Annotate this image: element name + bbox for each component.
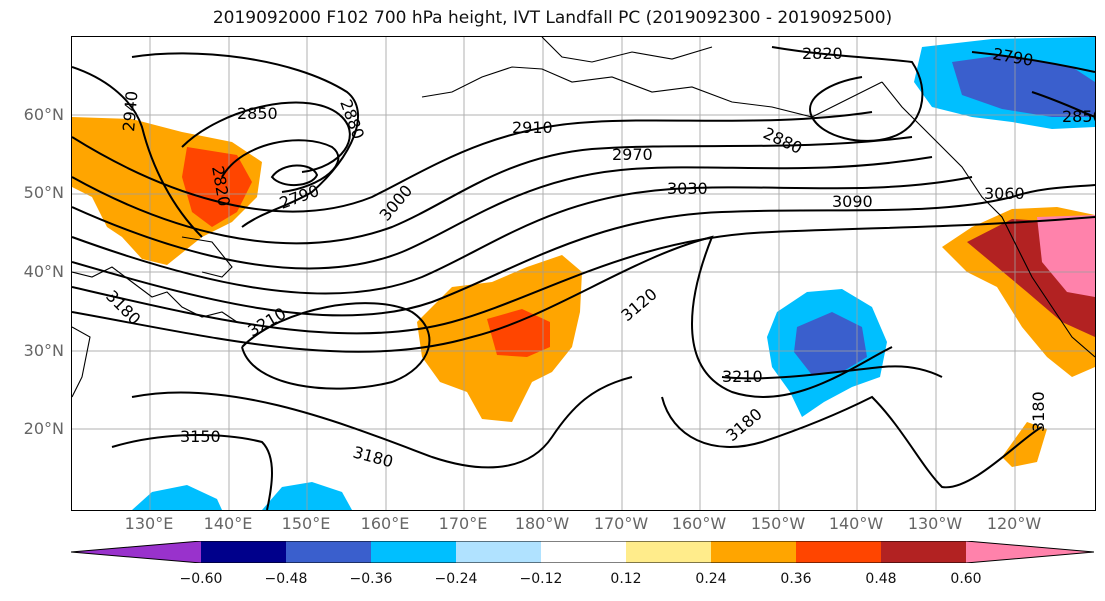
anomaly-region-west-strong bbox=[182, 147, 252, 227]
colorbar-segment bbox=[286, 541, 371, 563]
contour-label: 2910 bbox=[512, 118, 553, 137]
lon-label-130e: 130°E bbox=[124, 514, 174, 533]
contour-2820-ne bbox=[771, 46, 924, 142]
contour-2820 bbox=[221, 139, 340, 193]
contour-label: 3180 bbox=[351, 443, 395, 472]
contour-label: 2940 bbox=[119, 90, 141, 132]
contour-label: 3150 bbox=[180, 427, 221, 446]
contour-3180 bbox=[131, 376, 633, 469]
lat-label-60n: 60°N bbox=[23, 105, 64, 124]
colorbar-tick: 0.60 bbox=[950, 571, 982, 587]
colorbar-segment bbox=[881, 541, 966, 563]
contour-label: 3180 bbox=[722, 404, 765, 445]
contour-3030 bbox=[72, 176, 973, 295]
contour-2910 bbox=[72, 111, 873, 213]
colorbar-segment bbox=[201, 541, 286, 563]
colorbar-extend-low bbox=[71, 541, 201, 563]
height-contours bbox=[72, 46, 1095, 510]
contour-3210 bbox=[241, 302, 431, 390]
colorbar-tick: −0.24 bbox=[434, 571, 478, 587]
contour-3210-east bbox=[721, 365, 943, 380]
lat-label-50n: 50°N bbox=[23, 183, 64, 202]
colorbar-segment bbox=[541, 541, 626, 563]
lat-label-30n: 30°N bbox=[23, 341, 64, 360]
lon-label-140w: 140°W bbox=[828, 514, 884, 533]
contour-2970 bbox=[72, 136, 913, 245]
contour-2790 bbox=[270, 164, 319, 186]
map-svg: 2940 2850 2880 2820 2790 2910 2970 3000 … bbox=[72, 37, 1095, 510]
contour-label: 2790 bbox=[277, 181, 322, 213]
contour-2850-ne bbox=[1031, 91, 1095, 118]
contour-label: 2970 bbox=[612, 145, 653, 164]
map-panel: 2940 2850 2880 2820 2790 2910 2970 3000 … bbox=[71, 36, 1096, 511]
lon-label-180w: 180°W bbox=[514, 514, 570, 533]
contour-2940 bbox=[72, 66, 203, 238]
lon-label-160w: 160°W bbox=[671, 514, 727, 533]
anomaly-region-westcoast-pink bbox=[1037, 215, 1095, 297]
lat-label-20n: 20°N bbox=[23, 419, 64, 438]
lon-label-120w: 120°W bbox=[986, 514, 1042, 533]
contour-label: 3030 bbox=[667, 179, 708, 198]
colorbar-tick: −0.48 bbox=[264, 571, 308, 587]
contour-3120 bbox=[72, 235, 893, 398]
contour-label: 3060 bbox=[984, 184, 1025, 203]
contour-3090 bbox=[72, 216, 1095, 335]
contour-label: 2850 bbox=[1062, 107, 1095, 126]
lon-label-150w: 150°W bbox=[750, 514, 806, 533]
contour-label: 3090 bbox=[832, 192, 873, 211]
contour-label: 2880 bbox=[336, 97, 368, 142]
lon-label-140e: 140°E bbox=[203, 514, 253, 533]
colorbar-extend-high bbox=[966, 541, 1094, 563]
colorbar bbox=[71, 541, 1094, 563]
lon-label-170w: 170°W bbox=[593, 514, 649, 533]
colorbar-tick: −0.36 bbox=[349, 571, 393, 587]
contour-label: 2850 bbox=[237, 104, 278, 123]
colorbar-segment bbox=[456, 541, 541, 563]
contour-label: 3210 bbox=[722, 367, 763, 386]
contour-3000 bbox=[72, 156, 933, 270]
contour-2880 bbox=[131, 52, 359, 228]
colorbar-segment bbox=[626, 541, 711, 563]
contour-label: 3180 bbox=[1029, 391, 1048, 432]
colorbar-segments bbox=[71, 541, 1094, 563]
lon-label-170e: 170°E bbox=[438, 514, 488, 533]
colorbar-tick: −0.12 bbox=[519, 571, 563, 587]
contour-label: 2820 bbox=[802, 44, 843, 63]
contour-3180-east bbox=[661, 395, 1043, 489]
contour-2850 bbox=[181, 101, 351, 173]
contour-label: 2880 bbox=[760, 123, 805, 157]
anomaly-spot-south bbox=[1002, 422, 1047, 467]
anomaly-region-subtropical-strong bbox=[794, 312, 867, 375]
colorbar-segment bbox=[796, 541, 881, 563]
lon-label-130w: 130°W bbox=[907, 514, 963, 533]
lon-label-150e: 150°E bbox=[281, 514, 331, 533]
chart-title: 2019092000 F102 700 hPa height, IVT Land… bbox=[212, 8, 893, 28]
coastlines bbox=[72, 37, 1095, 398]
colorbar-segment bbox=[711, 541, 796, 563]
contour-3060 bbox=[72, 184, 1095, 317]
anomaly-spot-bottom-left bbox=[132, 485, 222, 510]
colorbar-tick: 0.48 bbox=[865, 571, 897, 587]
colorbar-segment bbox=[371, 541, 456, 563]
contour-2790-ne bbox=[971, 51, 1095, 73]
colorbar-tick: 0.24 bbox=[695, 571, 727, 587]
lat-label-40n: 40°N bbox=[23, 262, 64, 281]
colorbar-tick: 0.36 bbox=[780, 571, 812, 587]
anomaly-region-central-strong bbox=[487, 309, 550, 357]
contour-label: 3120 bbox=[617, 284, 660, 325]
colorbar-tick: −0.60 bbox=[179, 571, 223, 587]
colorbar-tick: 0.12 bbox=[610, 571, 642, 587]
lon-label-160e: 160°E bbox=[360, 514, 410, 533]
contour-3150 bbox=[111, 434, 273, 510]
